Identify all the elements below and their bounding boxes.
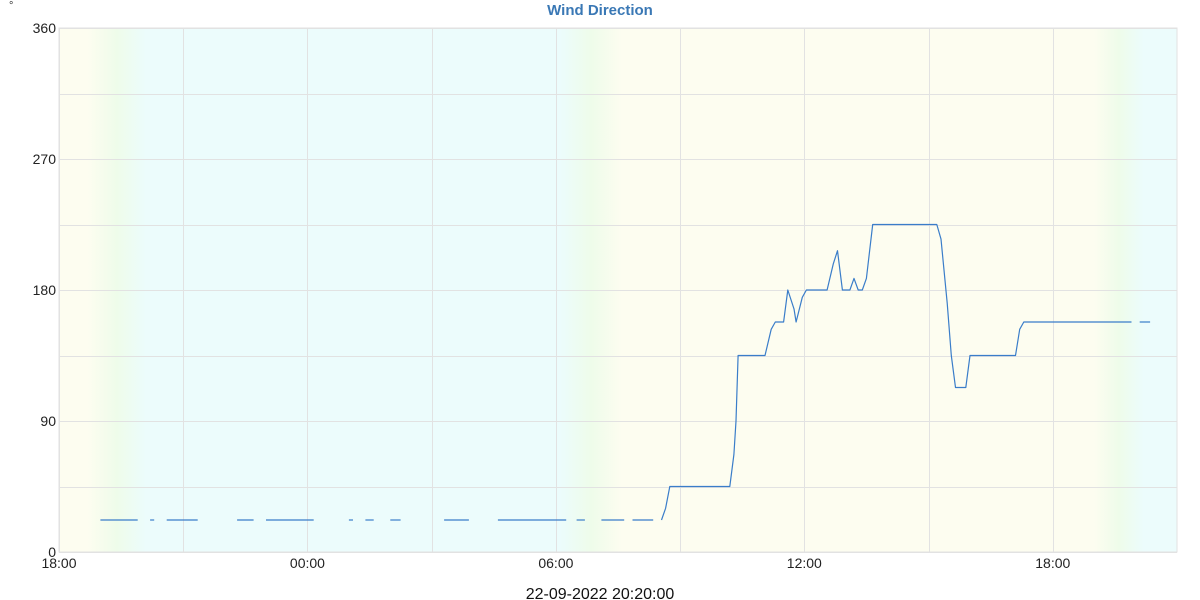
y-tick-label: 270 bbox=[33, 151, 57, 167]
plot-border bbox=[58, 27, 1178, 553]
chart-title: Wind Direction bbox=[547, 2, 653, 19]
y-tick-label: 90 bbox=[40, 413, 56, 429]
x-tick-label: 18:00 bbox=[41, 555, 76, 571]
x-tick-label: 12:00 bbox=[787, 555, 822, 571]
footer-timestamp: 22-09-2022 20:20:00 bbox=[526, 586, 675, 600]
x-tick-label: 18:00 bbox=[1035, 555, 1070, 571]
y-tick-label: 0 bbox=[48, 544, 56, 560]
y-tick-label: 360 bbox=[33, 20, 57, 36]
y-tick-label: 180 bbox=[33, 282, 57, 298]
series-lines bbox=[100, 223, 1151, 521]
y-axis-unit: ° bbox=[9, 0, 13, 12]
x-axis-ticks: 18:00 00:00 06:00 12:00 18:00 bbox=[41, 555, 1070, 571]
x-tick-label: 00:00 bbox=[290, 555, 325, 571]
series-line-segment bbox=[660, 223, 1132, 521]
y-axis-ticks: 0 90 180 270 360 bbox=[33, 20, 57, 560]
x-tick-label: 06:00 bbox=[538, 555, 573, 571]
